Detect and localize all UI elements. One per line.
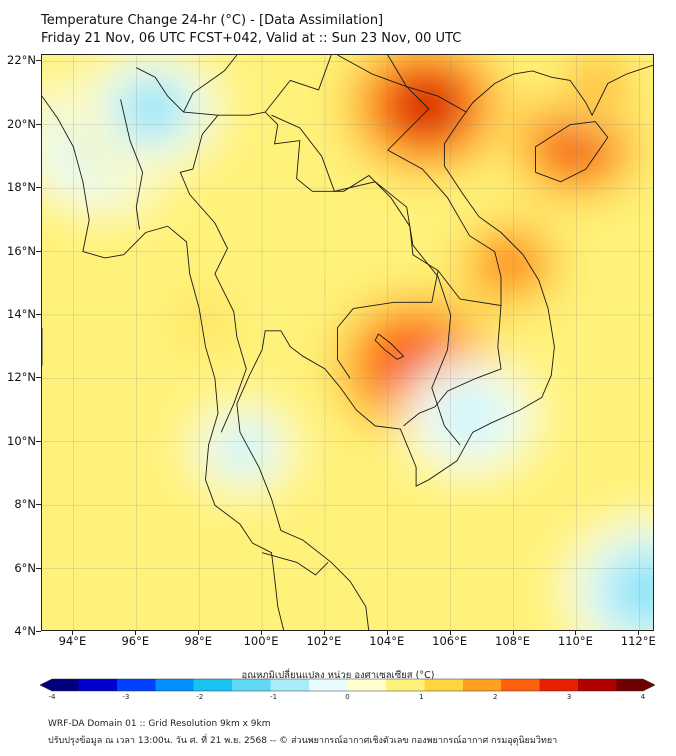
- field-anomaly-4: [577, 65, 620, 102]
- boundary-line: [136, 67, 184, 113]
- lon-tick-label: 96°E: [121, 634, 150, 648]
- boundary-line: [183, 55, 238, 113]
- lat-tick-label: 22°N: [7, 53, 36, 68]
- boundary-line: [271, 114, 461, 446]
- lon-tick-label: 108°E: [495, 634, 531, 648]
- lon-tick-mark: [135, 631, 137, 635]
- temperature-field: [42, 55, 653, 630]
- field-anomaly-7: [131, 90, 173, 127]
- colorbar-label: อุณหภูมิเปลี่ยนแปลง หน่วย องศาเซลเซียส (…: [241, 670, 435, 681]
- lat-tick-label: 8°N: [14, 497, 36, 512]
- map-subtitle: Friday 21 Nov, 06 UTC FCST+042, Valid at…: [41, 31, 462, 46]
- colorbar-tick-label: 3: [566, 693, 572, 701]
- colorbar-tick-label: -3: [122, 693, 130, 701]
- boundary-line: [42, 95, 285, 630]
- lat-tick-label: 16°N: [7, 243, 36, 258]
- colorbar-tick-label: -2: [196, 693, 204, 701]
- lat-tick-label: 6°N: [14, 560, 36, 575]
- field-anomaly-8: [222, 430, 264, 467]
- lon-tick-mark: [638, 631, 640, 635]
- lat-tick-mark: [36, 504, 41, 506]
- lon-tick-mark: [261, 631, 263, 635]
- lon-tick-label: 106°E: [432, 634, 468, 648]
- lon-tick-mark: [575, 631, 577, 635]
- lon-tick-label: 112°E: [620, 634, 656, 648]
- boundary-line: [403, 270, 502, 427]
- lat-tick-label: 10°N: [7, 433, 36, 448]
- lat-tick-label: 14°N: [7, 306, 36, 321]
- colorbar-tick-label: 0: [345, 693, 350, 701]
- colorbar-tick-label: -1: [270, 693, 278, 701]
- lon-tick-label: 98°E: [184, 634, 212, 648]
- lat-tick-label: 12°N: [7, 370, 36, 385]
- map-panel[interactable]: [41, 54, 654, 631]
- lat-tick-label: 18°N: [7, 180, 36, 195]
- lon-tick-mark: [449, 631, 451, 635]
- lon-tick-mark: [72, 631, 74, 635]
- colorbar-tick-label: 4: [640, 693, 646, 701]
- boundary-line: [387, 55, 502, 306]
- lat-tick-mark: [36, 631, 41, 632]
- colorbar-tick-label: 2: [493, 693, 498, 701]
- lat-tick-mark: [36, 60, 41, 62]
- lon-tick-label: 102°E: [306, 634, 342, 648]
- field-anomaly-10: [628, 572, 653, 609]
- lon-tick-label: 104°E: [369, 634, 405, 648]
- lon-tick-mark: [512, 631, 514, 635]
- lat-tick-mark: [36, 567, 41, 569]
- colorbar-tick-label: 1: [419, 693, 424, 701]
- lat-tick-label: 20°N: [7, 116, 36, 131]
- boundary-line: [183, 111, 439, 379]
- lon-tick-label: 110°E: [557, 634, 593, 648]
- footer-model-info: WRF-DA Domain 01 :: Grid Resolution 9km …: [48, 719, 271, 729]
- boundary-line: [374, 333, 405, 360]
- lon-tick-mark: [198, 631, 200, 635]
- lat-tick-mark: [36, 313, 41, 315]
- colorbar: [40, 678, 655, 692]
- lat-tick-mark: [36, 377, 41, 379]
- lat-tick-mark: [36, 187, 41, 189]
- lat-tick-mark: [36, 250, 41, 252]
- boundary-line: [535, 121, 609, 183]
- lat-tick-mark: [36, 440, 41, 442]
- boundary-line: [120, 99, 144, 230]
- boundary-line: [261, 552, 329, 576]
- lon-tick-label: 100°E: [243, 634, 279, 648]
- lat-tick-mark: [36, 123, 41, 125]
- lat-tick-label: 4°N: [14, 624, 36, 638]
- lon-tick-mark: [323, 631, 325, 635]
- boundary-line: [337, 55, 467, 113]
- boundary-line: [264, 55, 332, 113]
- footer-credit: ปรับปรุงข้อมูล ณ เวลา 13:00น. วัน ศ. ที่…: [48, 736, 558, 746]
- lon-tick-label: 94°E: [58, 634, 87, 648]
- lon-tick-mark: [386, 631, 388, 635]
- boundary-line: [179, 114, 247, 433]
- field-anomaly-5: [184, 303, 227, 340]
- boundary-line: [236, 64, 653, 630]
- field-anomaly-9: [448, 398, 491, 435]
- colorbar-tick-label: -4: [48, 693, 56, 701]
- map-title: Temperature Change 24-hr (°C) - [Data As…: [41, 13, 384, 28]
